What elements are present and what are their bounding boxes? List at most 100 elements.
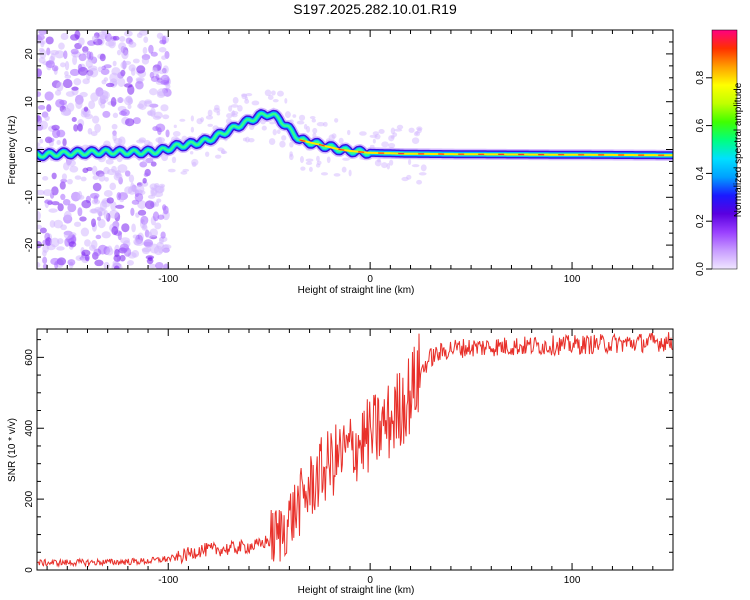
noise-blob: [284, 111, 291, 119]
noise-blob: [37, 115, 43, 124]
noise-blob: [120, 61, 128, 69]
noise-blob: [58, 42, 65, 50]
noise-blob: [113, 137, 123, 145]
noise-blob: [74, 175, 82, 180]
noise-blob: [153, 184, 161, 193]
noise-blob: [101, 199, 108, 204]
noise-blob: [162, 114, 170, 120]
noise-blob: [136, 32, 143, 39]
noise-blob: [372, 138, 376, 144]
noise-blob: [91, 115, 100, 124]
noise-blob: [152, 69, 160, 75]
noise-blob: [131, 249, 140, 258]
noise-blob: [158, 69, 165, 75]
snr-panel: -100 0 100 0 200 400 600 Height of straight li…: [7, 328, 674, 596]
noise-blob: [37, 91, 42, 97]
noise-blob: [205, 115, 214, 120]
noise-blob: [161, 204, 167, 211]
noise-blob: [316, 155, 320, 162]
noise-blob: [124, 30, 133, 37]
noise-blob: [284, 98, 288, 104]
noise-blob: [322, 121, 328, 127]
noise-blob: [156, 198, 162, 203]
spectrogram-ytick-label: 20: [24, 48, 35, 60]
noise-blob: [411, 137, 420, 144]
noise-blob: [73, 221, 82, 227]
colorbar-tick-label: 0.2: [695, 214, 706, 228]
noise-blob: [70, 48, 79, 55]
noise-blob: [113, 254, 121, 262]
noise-blob: [118, 42, 127, 51]
noise-blob: [115, 204, 125, 209]
noise-blob: [418, 172, 427, 176]
noise-blob: [372, 131, 380, 136]
noise-blob: [346, 129, 351, 136]
noise-blob: [213, 107, 221, 113]
noise-blob: [116, 97, 125, 103]
noise-blob: [267, 94, 274, 101]
noise-blob: [63, 230, 73, 239]
noise-blob: [75, 99, 83, 110]
noise-blob: [158, 47, 167, 53]
noise-blob: [42, 189, 53, 196]
noise-blob: [91, 35, 98, 42]
noise-blob: [348, 169, 352, 177]
noise-blob: [77, 191, 83, 199]
noise-blob: [159, 185, 165, 193]
noise-blob: [78, 53, 87, 62]
noise-blob: [135, 77, 145, 82]
noise-blob: [299, 156, 304, 164]
noise-blob: [97, 216, 102, 221]
noise-blob: [277, 90, 284, 97]
noise-blob: [158, 237, 164, 244]
noise-blob: [81, 199, 92, 209]
snr-ytick-label: 0: [24, 567, 35, 573]
noise-blob: [190, 115, 194, 122]
snr-ylabel: SNR (10 * v/v): [7, 418, 18, 482]
noise-blob: [98, 89, 109, 100]
noise-blob: [161, 244, 170, 253]
noise-blob: [147, 231, 153, 239]
noise-blob: [91, 239, 98, 250]
noise-blob: [137, 200, 147, 209]
noise-blob: [37, 189, 45, 196]
noise-blob: [77, 207, 83, 217]
noise-blob: [143, 100, 153, 107]
noise-blob: [305, 161, 313, 166]
noise-blob: [333, 173, 341, 177]
noise-blob: [110, 97, 117, 107]
noise-blob: [244, 98, 250, 104]
colorbar-ticks: 0.0 0.2 0.4 0.6 0.8: [695, 70, 712, 276]
noise-blob: [150, 186, 155, 197]
snr-frame: [36, 328, 674, 571]
noise-blob: [167, 168, 176, 173]
noise-blob: [42, 256, 48, 264]
spectrogram-ytick-label: 0: [24, 146, 35, 152]
noise-blob: [271, 90, 276, 96]
noise-blob: [66, 102, 75, 112]
noise-blob: [94, 259, 104, 267]
noise-blob: [103, 209, 109, 220]
noise-blob: [124, 118, 135, 127]
noise-blob: [98, 97, 104, 106]
noise-blob: [155, 261, 164, 269]
noise-blob: [143, 36, 149, 43]
noise-blob: [146, 109, 156, 117]
noise-blob: [160, 80, 170, 86]
noise-blob: [142, 221, 147, 230]
noise-blob: [91, 218, 97, 228]
noise-blob: [142, 46, 148, 55]
noise-blob: [79, 91, 88, 98]
noise-blob: [86, 71, 91, 81]
noise-blob: [150, 161, 157, 167]
noise-blob: [245, 93, 253, 97]
noise-blob: [172, 131, 181, 137]
noise-blob: [148, 263, 157, 269]
noise-blob: [155, 136, 166, 144]
noise-blob: [130, 207, 135, 217]
noise-blob: [84, 254, 90, 262]
noise-blob: [279, 140, 286, 148]
noise-blob: [97, 218, 106, 229]
